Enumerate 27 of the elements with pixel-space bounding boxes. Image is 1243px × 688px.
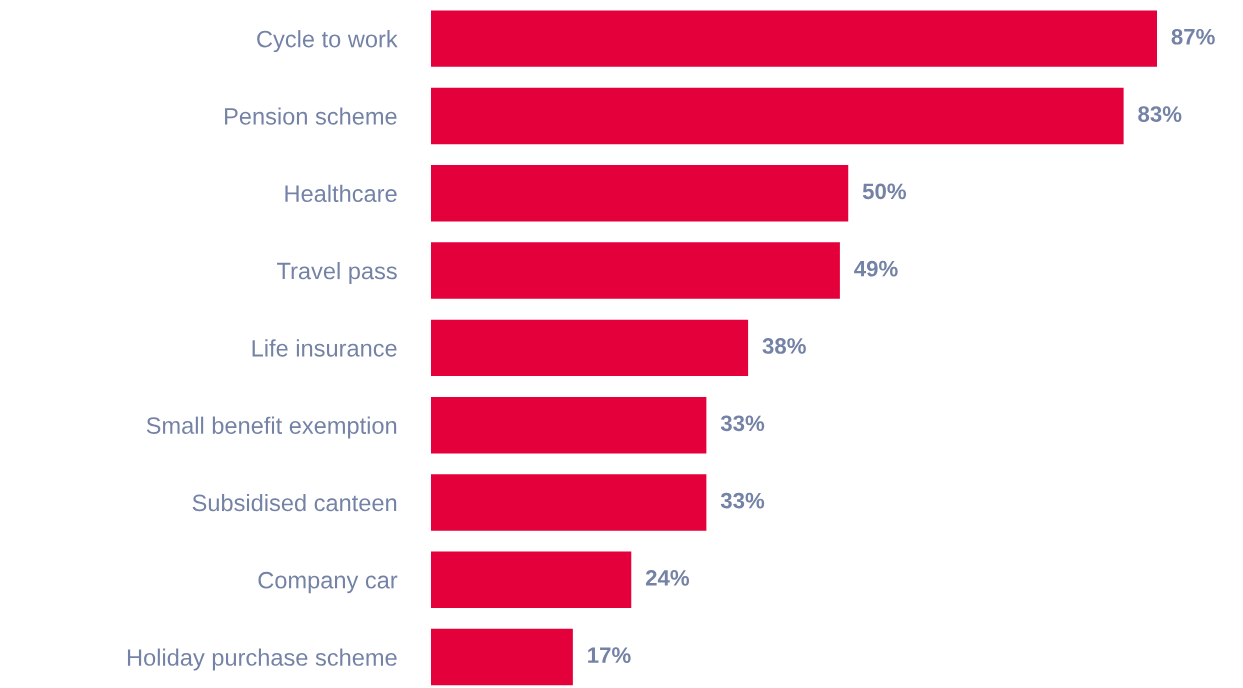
data-label: 24%: [645, 570, 690, 586]
bar: [431, 165, 849, 222]
bar: [431, 87, 1124, 145]
data-label: 83%: [1138, 106, 1182, 122]
bar: [431, 242, 840, 299]
y-tick-label: Subsidised canteen: [192, 493, 397, 512]
data-label: 87%: [1171, 28, 1215, 45]
y-tick-label: Small benefit exemption: [146, 416, 397, 439]
bar: [431, 474, 707, 531]
data-label: 38%: [762, 338, 806, 354]
y-tick-label: Holiday purchase scheme: [127, 648, 397, 671]
data-label: 17%: [588, 647, 631, 663]
data-label: 49%: [854, 260, 898, 277]
y-tick-label: Company car: [258, 571, 398, 594]
bar: [431, 10, 1157, 67]
data-label: 50%: [862, 183, 907, 200]
y-tick-label: Cycle to work: [257, 30, 398, 53]
y-tick-label: Life insurance: [252, 339, 397, 357]
data-label: 33%: [720, 492, 765, 509]
y-tick-label: Pension scheme: [225, 107, 397, 125]
bar: [431, 319, 749, 377]
y-tick-label: Travel pass: [277, 262, 397, 285]
data-label: 33%: [720, 415, 765, 432]
bar: [431, 396, 707, 454]
bar: [431, 628, 573, 686]
bar: [431, 551, 632, 608]
y-tick-label: Healthcare: [285, 184, 397, 203]
